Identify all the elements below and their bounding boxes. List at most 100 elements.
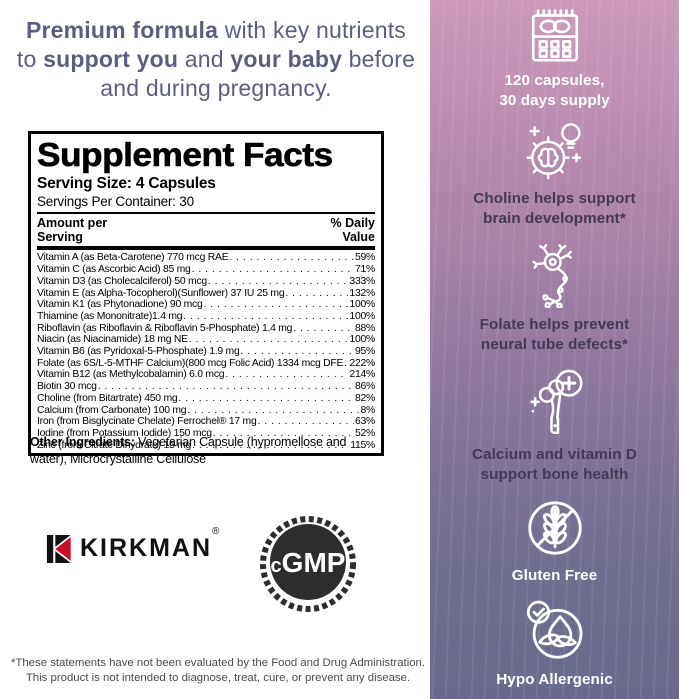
benefit-label: Hypo Allergenic bbox=[496, 671, 613, 688]
divider bbox=[37, 211, 375, 214]
table-row: Vitamin E (as Alpha-Tocopherol)(Sunflowe… bbox=[37, 288, 375, 300]
nutrient-dv: 88% bbox=[354, 322, 375, 334]
bone-cross-icon bbox=[529, 369, 583, 435]
nutrient-name: Vitamin B6 (as Pyridoxal-5-Phosphate) 1.… bbox=[37, 346, 240, 358]
nutrient-dv: 100% bbox=[349, 299, 375, 311]
nutrient-name: Vitamin D3 (as Cholecalciferol) 50 mcg bbox=[37, 275, 207, 287]
nutrient-dv: 115% bbox=[350, 439, 375, 451]
benefit-label: Gluten Free bbox=[511, 567, 598, 584]
nutrient-name: Iodine (from Potassium Iodide) 150 mcg bbox=[37, 427, 212, 439]
dot-leader bbox=[178, 393, 354, 405]
other-ingredients-label: Other Ingredients: bbox=[30, 435, 135, 449]
nutrient-dv: 71% bbox=[354, 264, 375, 276]
dot-leader bbox=[183, 311, 348, 323]
benefit-item-bone: Calcium and vitamin D support bone healt… bbox=[430, 368, 679, 485]
headline-text-3: and bbox=[178, 46, 231, 73]
benefit-label: 120 capsules, 30 days supply bbox=[499, 72, 610, 109]
headline-text-2: to bbox=[16, 46, 44, 73]
benefit-item-gluten-free: Gluten Free bbox=[430, 497, 679, 586]
nutrient-name: Vitamin C (as Ascorbic Acid) 85 mg bbox=[37, 264, 191, 276]
benefit-label: Choline helps support brain development* bbox=[473, 190, 636, 227]
headline-text-4: before bbox=[342, 46, 416, 73]
cgmp-badge-icon: cGMP bbox=[260, 516, 356, 612]
benefit-item-choline: Choline helps support brain development* bbox=[430, 120, 679, 229]
benefit-item-capsules: 120 capsules, 30 days supply bbox=[430, 8, 679, 111]
nutrient-dv: 8% bbox=[360, 404, 375, 416]
benefit-label: Calcium and vitamin D support bone healt… bbox=[472, 446, 637, 483]
brain-gear-bulb-icon bbox=[526, 123, 581, 180]
gmp-big-letters: GMP bbox=[282, 547, 346, 578]
nutrient-dv: 100% bbox=[349, 334, 375, 346]
nutrient-dv: 214% bbox=[349, 369, 375, 381]
headline: Premium formula with key nutrients to su… bbox=[0, 16, 432, 104]
gmp-small-letter: c bbox=[271, 555, 282, 577]
nutrient-name: Biotin 30 mcg bbox=[37, 381, 97, 393]
dot-leader bbox=[208, 276, 349, 288]
dot-leader bbox=[344, 358, 348, 370]
headline-text-1: with key nutrients bbox=[218, 17, 407, 43]
other-ingredients: Other Ingredients: Vegetarian Capsule (h… bbox=[30, 434, 382, 467]
benefit-item-folate: Folate helps prevent neural tube defects… bbox=[430, 244, 679, 355]
table-row: Niacin (as Niacinamide) 18 mg NE 100% bbox=[37, 334, 375, 346]
table-row: Choline (from Bitartrate) 450 mg 82% bbox=[37, 393, 375, 405]
dot-leader bbox=[192, 264, 354, 276]
divider-thick bbox=[37, 246, 375, 251]
table-row: Folate (as 6S/L-5-MTHF Calcium)(800 mcg … bbox=[37, 358, 375, 370]
amount-header: Amount per Serving bbox=[37, 215, 108, 245]
headline-text-5: and during pregnancy. bbox=[100, 75, 332, 102]
table-row: Vitamin B6 (as Pyridoxal-5-Phosphate) 1.… bbox=[37, 346, 375, 358]
table-header: Amount per Serving % Daily Value bbox=[37, 214, 375, 247]
dot-leader bbox=[187, 405, 359, 417]
table-row: Thiamine (as Mononitrate)1.4 mg 100% bbox=[37, 311, 375, 323]
nutrient-dv: 82% bbox=[354, 392, 375, 404]
nutrient-dv: 95% bbox=[354, 346, 375, 358]
table-row: Vitamin C (as Ascorbic Acid) 85 mg 71% bbox=[37, 264, 375, 276]
nutrient-dv: 132% bbox=[349, 287, 375, 299]
dot-leader bbox=[241, 346, 354, 358]
nutrient-name: Folate (as 6S/L-5-MTHF Calcium)(800 mcg … bbox=[37, 357, 344, 369]
table-row: Vitamin D3 (as Cholecalciferol) 50 mcg 33… bbox=[37, 276, 375, 288]
nutrient-name: Thiamine (as Mononitrate)1.4 mg bbox=[37, 310, 183, 322]
headline-bold-2: support you bbox=[43, 46, 179, 73]
neuron-icon bbox=[531, 244, 572, 308]
supplement-facts-title: Supplement Facts bbox=[37, 136, 334, 173]
headline-bold-3: your baby bbox=[230, 46, 343, 73]
nutrient-name: Iron (from Bisglycinate Chelate) Ferroch… bbox=[37, 416, 257, 428]
nutrient-name: Calcium (from Carbonate) 100 mg bbox=[37, 404, 187, 416]
gluten-free-icon bbox=[527, 501, 582, 555]
dot-leader bbox=[285, 288, 348, 300]
nutrient-dv: 52% bbox=[354, 427, 375, 439]
registered-mark: ® bbox=[212, 526, 222, 537]
nutrient-dv: 333% bbox=[349, 275, 375, 287]
headline-bold-1: Premium formula bbox=[25, 17, 219, 43]
nutrient-dv: 86% bbox=[354, 381, 375, 393]
dot-leader bbox=[225, 369, 348, 381]
other-ingredients-text: Vegetarian Capsule (hypromellose and wat… bbox=[30, 435, 347, 466]
daily-value-header: % Daily Value bbox=[330, 215, 375, 245]
brand-name: KIRKMAN® bbox=[80, 526, 222, 562]
hypoallergenic-icon bbox=[526, 600, 582, 659]
supplement-facts-panel: Supplement Facts Serving Size: 4 Capsule… bbox=[28, 131, 384, 457]
serving-size: Serving Size: 4 Capsules bbox=[37, 174, 216, 192]
nutrient-dv: 222% bbox=[349, 357, 375, 369]
brand-logo: KIRKMAN® bbox=[46, 526, 222, 563]
nutrient-dv: 59% bbox=[354, 252, 375, 264]
nutrient-name: Vitamin E (as Alpha-Tocopherol)(Sunflowe… bbox=[37, 287, 285, 299]
table-row: Calcium (from Carbonate) 100 mg 8% bbox=[37, 405, 375, 417]
dot-leader bbox=[204, 299, 349, 311]
fda-disclaimer: *These statements have not been evaluate… bbox=[10, 657, 426, 685]
nutrient-name: Vitamin B12 (as Methylcobalamin) 6.0 mcg bbox=[37, 369, 225, 381]
table-row: Biotin 30 mcg 86% bbox=[37, 381, 375, 393]
table-row: Vitamin K1 (as Phytonadione) 90 mcg 100% bbox=[37, 299, 375, 311]
dot-leader bbox=[229, 252, 354, 264]
servings-per-container: Servings Per Container: 30 bbox=[37, 193, 194, 209]
dot-leader bbox=[257, 416, 353, 428]
nutrient-name: Choline (from Bitartrate) 450 mg bbox=[37, 392, 178, 404]
table-row: Iodine (from Potassium Iodide) 150 mcg 52… bbox=[37, 428, 375, 440]
nutrient-name: Vitamin A (as Beta-Carotene) 770 mcg RAE bbox=[37, 252, 229, 264]
nutrient-name: Vitamin K1 (as Phytonadione) 90 mcg bbox=[37, 299, 203, 311]
benefit-item-hypoallergenic: Hypo Allergenic bbox=[430, 597, 679, 690]
table-row: Iron (from Bisglycinate Chelate) Ferroch… bbox=[37, 416, 375, 428]
dot-leader bbox=[293, 323, 354, 335]
